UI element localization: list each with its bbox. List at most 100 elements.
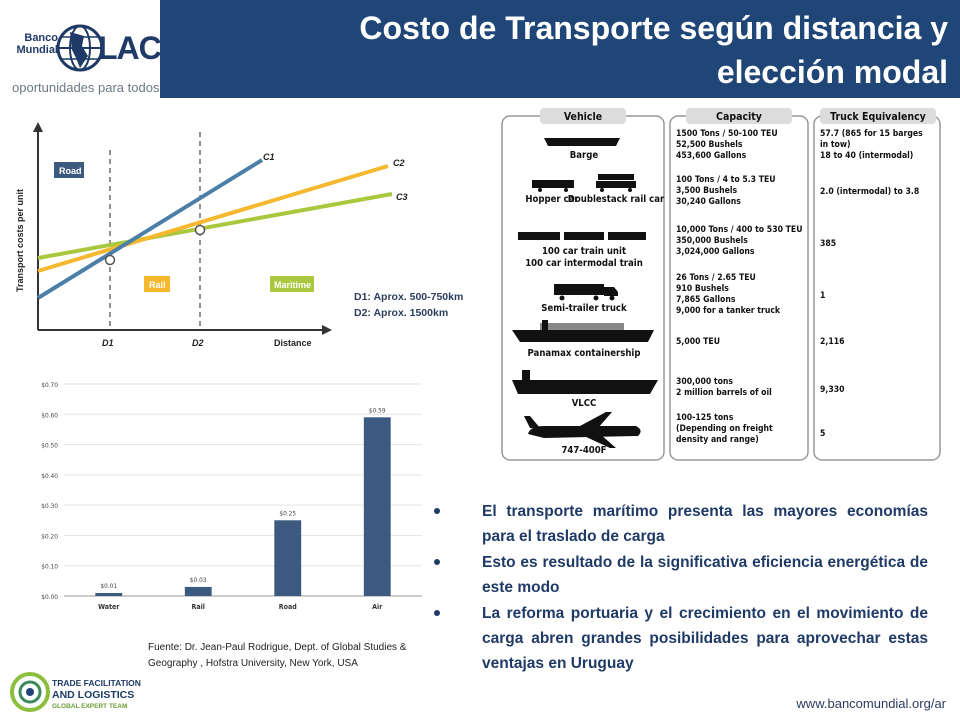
- footer-url[interactable]: www.bancomundial.org/ar: [796, 696, 946, 711]
- d2-label: D2: [192, 338, 204, 348]
- y-tick-label: $0.70: [41, 381, 58, 389]
- vehicle-vlcc: VLCC: [572, 398, 597, 409]
- vehicle-hopper-car: Hopper car: [525, 194, 579, 205]
- mode-label-maritime: Maritime: [274, 280, 311, 290]
- logo-banco-text: Banco Mundial: [16, 32, 58, 56]
- cap-vlcc-1: 300,000 tons: [676, 377, 733, 387]
- transport-cost-diagram: C1 C2 C3 Road Rail Maritime Transport co…: [15, 122, 408, 348]
- logo-lac-text: LAC: [98, 30, 162, 66]
- tfl-line1: TRADE FACILITATION: [52, 678, 141, 688]
- curve-c2-rail: [37, 164, 389, 273]
- eq-barge-2: in tow): [820, 140, 851, 150]
- barge-icon: [544, 138, 620, 146]
- mode-box-maritime: [270, 276, 314, 292]
- eq-train: 385: [820, 239, 836, 249]
- cap-truck-2: 910 Bushels: [676, 284, 729, 294]
- bar-rail: [184, 586, 212, 596]
- bullet-item: El transporte marítimo presenta las mayo…: [434, 499, 928, 549]
- bullet-dot-icon: [434, 508, 440, 514]
- cap-barge-3: 453,600 Gallons: [676, 151, 747, 161]
- equivalency-column: [813, 115, 941, 461]
- x-tick-label: Road: [279, 603, 297, 611]
- y-tick-label: $0.60: [41, 411, 58, 419]
- vehicle-intermodal-train: 100 car intermodal train: [525, 258, 643, 269]
- tfl-emblem-icon: [10, 672, 50, 712]
- bar-road: [274, 520, 302, 596]
- y-axis-arrow-icon: [33, 122, 43, 132]
- eq-air: 5: [820, 429, 825, 439]
- bullet-item: Esto es resultado de la significativa ef…: [434, 550, 928, 600]
- curve-label-c1: C1: [263, 152, 275, 162]
- trade-facilitation-logo: TRADE FACILITATION AND LOGISTICS GLOBAL …: [10, 672, 141, 712]
- vehicle-doublestack-label: Doublestack rail car: [568, 194, 665, 205]
- cap-rail-1: 100 Tons / 4 to 5.3 TEU: [676, 175, 776, 185]
- cap-truck-4: 9,000 for a tanker truck: [676, 306, 781, 316]
- y-tick-label: $0.00: [41, 593, 58, 601]
- banco-mundial-logo: Banco Mundial LAC oportunidades para tod…: [6, 10, 162, 95]
- x-axis-label: Distance: [274, 338, 312, 348]
- cost-per-ton-mile-bar-chart: $0.00 $0.10 $0.20 $0.30 $0.40 $0.50 $0.60 $0.70…: [41, 381, 422, 611]
- vehicle-semi-trailer: Semi-trailer truck: [541, 303, 627, 314]
- containership-icon: [512, 320, 654, 342]
- d1-label: D1: [102, 338, 114, 348]
- header-equivalency: Truck Equivalency: [830, 111, 926, 123]
- x-tick-label: Air: [372, 603, 383, 611]
- bullet-dot-icon: [434, 559, 440, 565]
- bullet-item: La reforma portuaria y el crecimiento en…: [434, 601, 928, 676]
- eq-barge-1: 57.7 (865 for 15 barges: [820, 129, 923, 139]
- x-tick-label: Rail: [192, 603, 205, 611]
- vehicle-capacity-table: Vehicle Capacity Truck Equivalency: [501, 108, 941, 461]
- vehicle-panamax: Panamax containership: [528, 348, 641, 359]
- vehicle-747: 747-400F: [561, 445, 606, 456]
- source-citation: Fuente: Dr. Jean-Paul Rodrigue, Dept. of…: [148, 642, 407, 669]
- cap-train-2: 350,000 Bushels: [676, 236, 748, 246]
- cap-vlcc-2: 2 million barrels of oil: [676, 388, 772, 398]
- cap-truck-3: 7,865 Gallons: [676, 295, 736, 305]
- cap-air-2: (Depending on freight: [676, 424, 773, 434]
- header-band: Costo de Transporte según distancia y el…: [160, 0, 960, 98]
- y-tick-label: $0.50: [41, 442, 58, 450]
- x-axis-arrow-icon: [322, 325, 332, 335]
- train-icon: [518, 232, 646, 240]
- doublestack-car-icon: [596, 174, 636, 192]
- slide-title: Costo de Transporte según distancia y el…: [359, 10, 948, 90]
- distance-notes: D1: Aprox. 500-750km D2: Aprox. 1500km: [354, 289, 463, 321]
- cap-panamax-1: 5,000 TEU: [676, 337, 720, 347]
- bar-data-label: $0.25: [279, 509, 296, 517]
- header-vehicle: Vehicle: [564, 111, 602, 123]
- cap-barge-1: 1500 Tons / 50-100 TEU: [676, 129, 778, 139]
- bullet-text: Esto es resultado de la significativa ef…: [482, 554, 928, 596]
- y-tick-label: $0.40: [41, 472, 58, 480]
- curve-c1-road: [36, 158, 264, 300]
- eq-barge-3: 18 to 40 (intermodal): [820, 151, 913, 161]
- vlcc-tanker-icon: [512, 370, 658, 394]
- curve-label-c3: C3: [396, 192, 408, 202]
- bar-data-label: $0.59: [369, 406, 386, 414]
- vehicle-barge: Barge: [570, 150, 599, 161]
- vehicle-doublestack: Doublestack rail car: [568, 194, 665, 205]
- logo-tagline: oportunidades para todos: [12, 80, 160, 95]
- mode-box-rail: [144, 276, 170, 292]
- cap-train-3: 3,024,000 Gallons: [676, 247, 755, 257]
- mode-box-road: [54, 162, 84, 178]
- bar-data-label: $0.03: [190, 576, 207, 584]
- bullet-text: El transporte marítimo presenta las mayo…: [482, 503, 928, 545]
- semi-trailer-truck-icon: [554, 284, 618, 301]
- d2-note: D2: Aprox. 1500km: [354, 307, 449, 319]
- eq-truck: 1: [820, 291, 825, 301]
- eq-panamax: 2,116: [820, 337, 844, 347]
- hopper-car-icon: [532, 180, 574, 192]
- cap-rail-3: 30,240 Gallons: [676, 197, 741, 207]
- cap-rail-2: 3,500 Bushels: [676, 186, 738, 196]
- curve-c3-maritime: [37, 192, 393, 260]
- eq-rail: 2.0 (intermodal) to 3.8: [820, 187, 919, 197]
- intersection-d2: [194, 224, 206, 236]
- bullet-list: El transporte marítimo presenta las mayo…: [434, 499, 928, 677]
- bullet-dot-icon: [434, 610, 440, 616]
- globe-icon: [56, 24, 104, 72]
- curve-label-c2: C2: [393, 158, 405, 168]
- cap-air-1: 100-125 tons: [676, 413, 734, 423]
- bullet-text: La reforma portuaria y el crecimiento en…: [482, 605, 928, 672]
- y-axis-label: Transport costs per unit: [15, 189, 25, 292]
- d1-note: D1: Aprox. 500-750km: [354, 291, 464, 303]
